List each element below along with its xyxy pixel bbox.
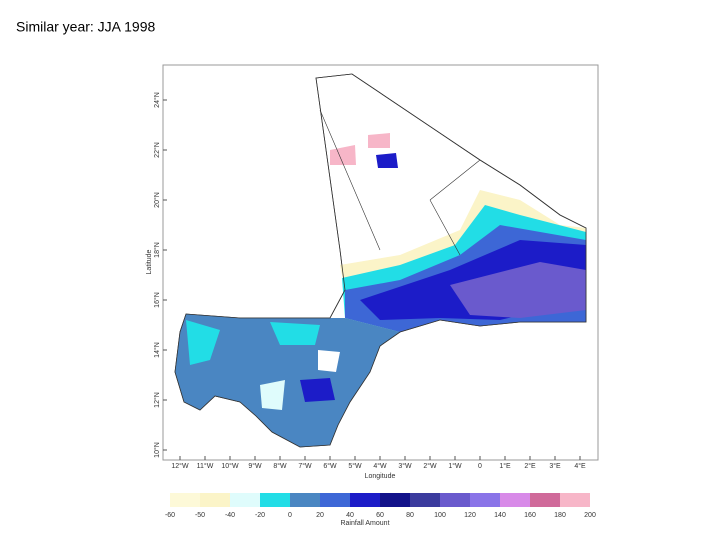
colorbar-tick-label: 120 — [464, 512, 476, 519]
colorbar-label: Rainfall Amount — [340, 520, 389, 527]
lon-tick-label: 5°W — [348, 462, 362, 470]
x-axis-label: Longitude — [365, 473, 396, 480]
lon-tick-label: 9°W — [248, 462, 262, 470]
colorbar-swatch — [290, 493, 320, 507]
colorbar-tick-label: 140 — [494, 512, 506, 519]
lat-tick-label: 10°N — [153, 442, 161, 458]
colorbar-tick-label: -60 — [165, 512, 175, 519]
colorbar-tick-label: 100 — [434, 512, 446, 519]
lon-tick-label: 1°E — [499, 462, 511, 470]
lat-tick-label: 20°N — [153, 192, 161, 208]
lon-tick-label: 11°W — [197, 462, 214, 470]
lon-tick-label: 12°W — [171, 462, 189, 470]
colorbar-swatch — [530, 493, 560, 507]
colorbar-swatch — [230, 493, 260, 507]
lon-tick-label: 7°W — [298, 462, 312, 470]
colorbar-tick-label: 60 — [376, 512, 384, 519]
lat-tick-label: 22°N — [153, 142, 161, 158]
colorbar-tick-label: 180 — [554, 512, 566, 519]
lon-tick-label: 2°W — [423, 462, 437, 470]
lon-tick-label: 3°W — [398, 462, 412, 470]
colorbar-swatch — [470, 493, 500, 507]
lon-tick-label: 0 — [478, 463, 482, 470]
y-axis-label: Latitude — [146, 249, 153, 274]
lat-tick-label: 24°N — [153, 92, 161, 108]
lon-tick-label: 8°W — [273, 462, 287, 470]
colorbar-tick-label: -40 — [225, 512, 235, 519]
lat-tick-label: 16°N — [153, 292, 161, 308]
lat-tick-label: 18°N — [153, 242, 161, 258]
lon-tick-label: 3°E — [549, 462, 561, 470]
colorbar-tick-label: 160 — [524, 512, 536, 519]
colorbar-swatch — [380, 493, 410, 507]
lon-tick-label: 4°E — [574, 462, 586, 470]
colorbar-swatch — [410, 493, 440, 507]
colorbar-swatch — [170, 493, 200, 507]
colorbar-swatch — [320, 493, 350, 507]
lat-tick-label: 14°N — [153, 342, 161, 358]
lon-tick-label: 10°W — [221, 462, 239, 470]
colorbar-swatch — [260, 493, 290, 507]
colorbar-swatch — [350, 493, 380, 507]
colorbar-swatch — [560, 493, 590, 507]
colorbar-swatch — [200, 493, 230, 507]
colorbar-tick-label: 80 — [406, 512, 414, 519]
country-map — [174, 73, 587, 448]
lat-tick-label: 12°N — [153, 392, 161, 408]
colorbar-swatch — [440, 493, 470, 507]
lon-tick-label: 4°W — [373, 462, 387, 470]
colorbar-tick-label: -50 — [195, 512, 205, 519]
colorbar-swatch — [500, 493, 530, 507]
lon-tick-label: 2°E — [524, 462, 536, 470]
colorbar-tick-label: 20 — [316, 512, 324, 519]
colorbar-tick-label: 0 — [288, 512, 292, 519]
lon-tick-label: 1°W — [448, 462, 462, 470]
colorbar-tick-label: 200 — [584, 512, 596, 519]
colorbar-tick-label: -20 — [255, 512, 265, 519]
colorbar-tick-label: 40 — [346, 512, 354, 519]
lon-tick-label: 6°W — [323, 462, 337, 470]
slide-title: Similar year: JJA 1998 — [16, 19, 155, 35]
